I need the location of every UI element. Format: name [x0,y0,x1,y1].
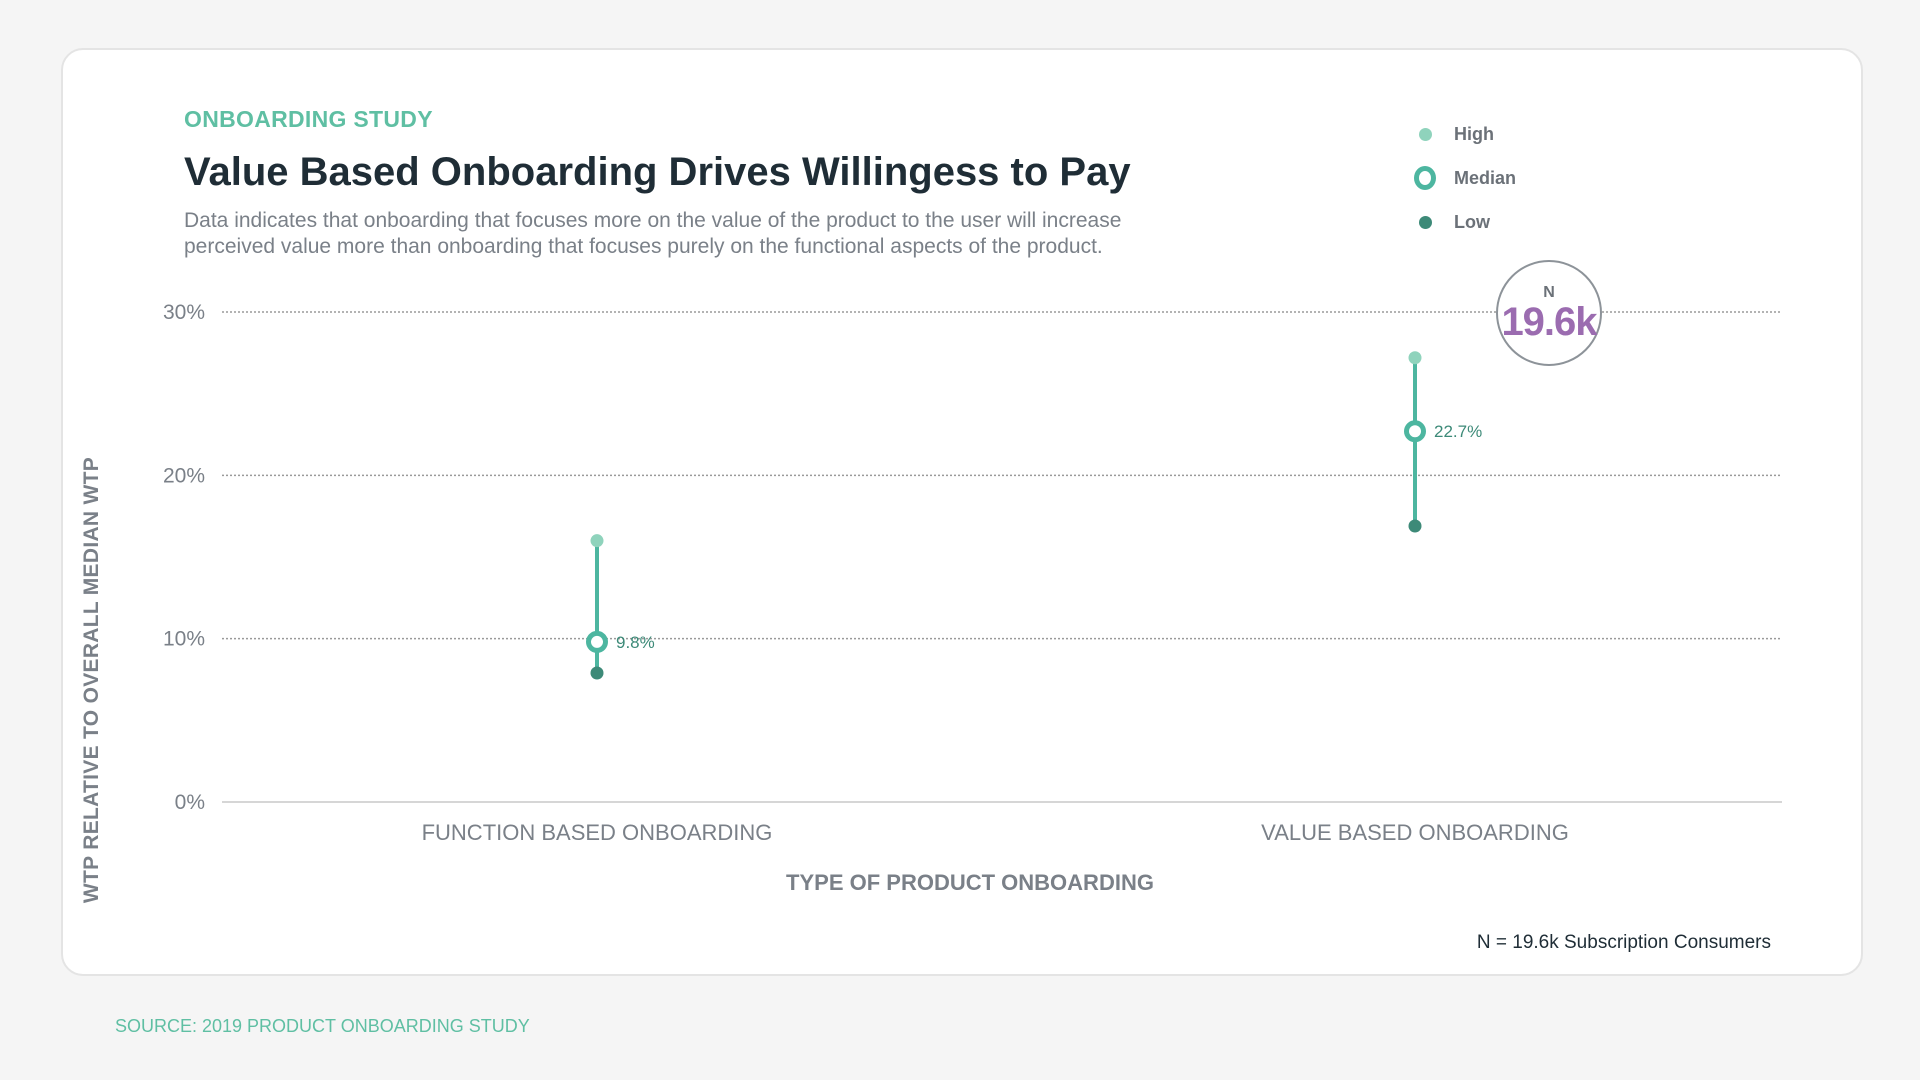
y-tick-label: 20% [163,464,205,487]
sample-size-badge-label: N [1543,284,1555,301]
high-point [1408,351,1422,365]
y-tick-label: 10% [163,628,205,651]
legend-low-marker [1418,215,1432,229]
legend-item-median: Median [1414,156,1516,200]
sample-size-badge-value: 19.6k [1501,300,1597,344]
legend-median-marker [1414,166,1436,190]
legend-item-low: Low [1414,200,1516,244]
sample-size-footnote: N = 19.6k Subscription Consumers [1476,932,1771,953]
eyebrow-label: ONBOARDING STUDY [184,106,433,132]
source-note: SOURCE: 2019 PRODUCT ONBOARDING STUDY [115,1016,530,1036]
y-tick-label: 0% [175,791,205,814]
x-axis-title: TYPE OF PRODUCT ONBOARDING [786,870,1154,895]
legend-item-high: High [1414,112,1516,156]
low-point [1408,519,1422,533]
low-point [590,666,604,680]
legend: High Median Low [1414,112,1516,244]
x-tick-label: VALUE BASED ONBOARDING [1261,820,1569,845]
chart-title: Value Based Onboarding Drives Willingess… [184,150,1131,194]
legend-high-label: High [1454,123,1494,144]
y-tick-label: 30% [163,301,205,324]
legend-low-label: Low [1454,211,1490,232]
high-point [590,534,604,548]
chart-card [61,48,1863,976]
legend-median-label: Median [1454,167,1517,188]
sample-size-badge: N 19.6k [1496,260,1602,366]
y-axis-title: WTP RELATIVE TO OVERALL MEDIAN WTP [80,456,103,904]
median-value-label: 9.8% [616,633,655,652]
median-point [1404,420,1426,443]
chart-subtitle: Data indicates that onboarding that focu… [184,209,1122,258]
legend-high-marker [1418,127,1432,141]
x-tick-label: FUNCTION BASED ONBOARDING [422,820,773,845]
median-point [586,630,608,653]
median-value-label: 22.7% [1434,422,1482,441]
